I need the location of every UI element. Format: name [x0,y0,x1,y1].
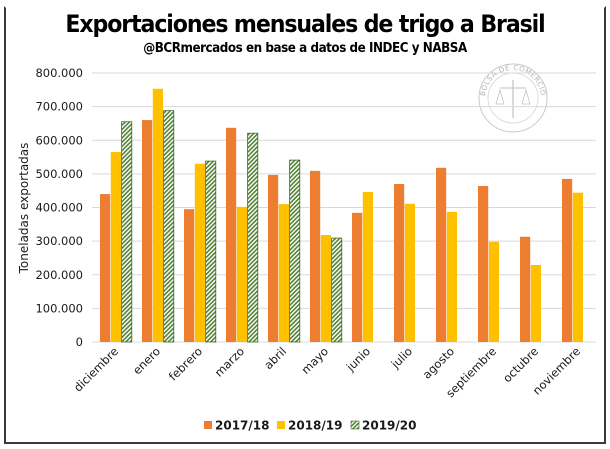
watermark-text: BOLSA DE COMERCIO DE ROSARIO [0,0,547,99]
y-tick-label: 300.000 [35,234,83,248]
x-category-label: mayo [299,344,332,377]
bar-2018-19-diciembre [110,152,121,342]
bar-2017-18-marzo [226,127,237,342]
y-tick-label: 500.000 [35,167,83,181]
bar-2019-20-enero [163,110,175,343]
legend-swatch [277,421,285,429]
bar-2018-19-enero [152,88,163,343]
bar-2017-18-diciembre [100,194,111,342]
bar-2019-20-marzo [247,132,259,343]
y-tick-label: 700.000 [35,100,83,114]
chart-title: Exportaciones mensuales de trigo a Brasi… [65,10,545,38]
y-tick-label: 800.000 [35,66,83,80]
x-category-label: diciembre [71,344,121,394]
bar-2019-20-mayo [331,237,343,343]
y-axis-label: Toneladas exportadas [17,143,31,275]
legend-label: 2017/18 [215,419,269,433]
bar-2017-18-octubre [520,236,531,342]
y-tick-label: 600.000 [35,133,83,147]
y-tick-label: 100.000 [35,301,83,315]
chart-subtitle: @BCRmercados en base a datos de INDEC y … [143,41,467,56]
y-tick-label: 200.000 [35,268,83,282]
bar-2018-19-mayo [320,235,331,342]
bar-2018-19-octubre [530,264,541,342]
legend-item: 2019/20 [350,419,416,433]
bar-2017-18-septiembre [478,185,489,342]
x-category-label: julio [388,344,416,372]
bar-2018-19-marzo [236,206,247,342]
legend-swatch [350,420,360,430]
bar-2019-20-diciembre [121,121,133,343]
legend-label: 2019/20 [362,419,416,433]
legend-swatch [204,421,212,429]
bar-2018-19-febrero [194,163,205,342]
bar-2017-18-julio [394,183,405,342]
y-tick-label: 0 [76,335,83,349]
bar-2018-19-abril [278,204,289,342]
x-category-label: abril [261,344,289,372]
x-category-label: junio [343,344,373,374]
bar-2018-19-agosto [446,211,457,342]
legend-label: 2018/19 [288,419,342,433]
bar-2017-18-agosto [436,167,447,342]
chart-frame [4,6,606,444]
bar-2019-20-abril [289,159,301,343]
bar-2018-19-septiembre [488,241,499,342]
y-tick-label: 400.000 [35,201,83,215]
x-category-label: enero [130,344,163,377]
bar-2018-19-noviembre [572,192,583,342]
bar-2017-18-noviembre [562,178,573,342]
bar-2019-20-febrero [205,160,217,343]
bar-2018-19-junio [362,192,373,342]
bar-2017-18-mayo [310,170,321,342]
bar-2017-18-febrero [184,209,195,342]
bar-2017-18-enero [142,120,153,342]
x-category-label: marzo [212,344,247,379]
x-category-label: agosto [420,344,457,381]
x-category-label: octubre [500,344,541,385]
bar-2017-18-junio [352,212,363,342]
bar-2017-18-abril [268,174,279,342]
legend-item: 2018/19 [277,419,342,433]
x-category-label: febrero [166,344,205,383]
legend-item: 2017/18 [204,419,269,433]
bar-2018-19-julio [404,203,415,342]
